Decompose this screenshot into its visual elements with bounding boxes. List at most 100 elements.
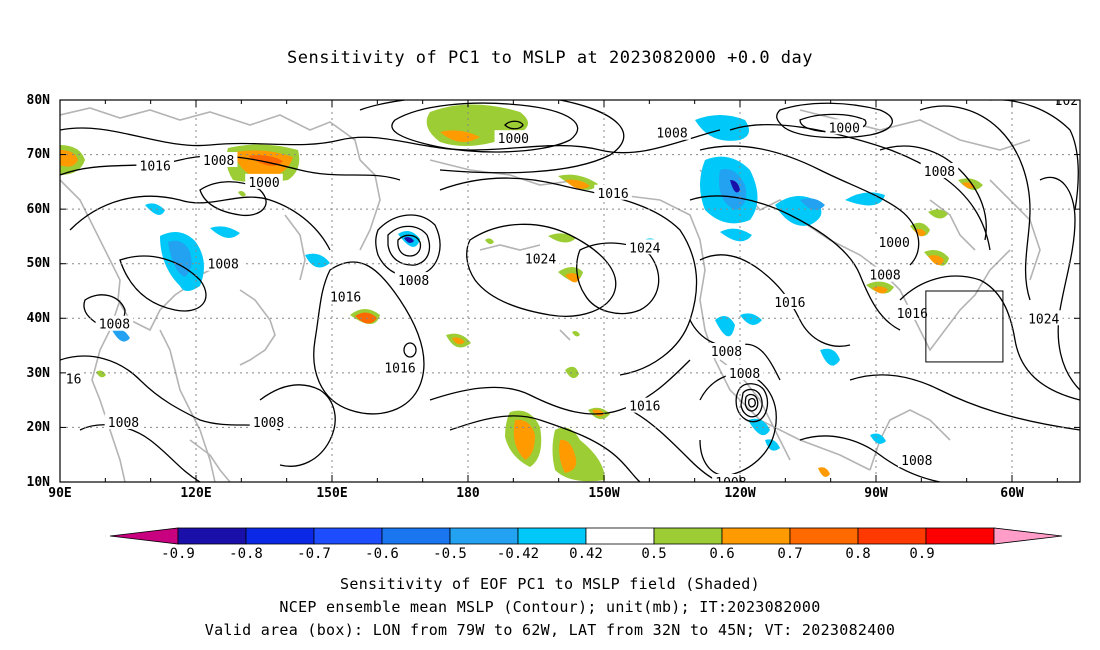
shade-blob	[572, 331, 580, 337]
colorbar-segment	[381, 527, 451, 545]
contour-label-bg	[394, 272, 433, 288]
shade-blob	[305, 253, 330, 268]
shade-blob	[928, 255, 944, 266]
contour-label: 1016	[629, 400, 660, 415]
shade-blob	[485, 238, 494, 245]
shade-blob	[235, 150, 293, 179]
contour-label: 1016	[384, 361, 415, 376]
contour-label: 1008	[869, 269, 900, 284]
shade-blob	[559, 439, 577, 473]
contour-label-bg	[199, 152, 238, 168]
contour-label-bg	[712, 474, 750, 482]
shade-blob	[715, 316, 735, 337]
shade-blob	[565, 179, 590, 189]
lon-label-90e: 90E	[48, 486, 72, 501]
lon-label-60w: 60W	[1000, 486, 1024, 501]
contour-label-bg	[594, 184, 632, 200]
contour-label-bg	[95, 315, 134, 331]
shade-blob	[765, 439, 780, 451]
colorbar-arrow-right	[993, 527, 1063, 545]
contour-label: 1024	[629, 241, 660, 256]
footer-line-1: Sensitivity of EOF PC1 to MSLP field (Sh…	[340, 575, 760, 593]
mslp-contours	[60, 100, 1080, 482]
shade-blob	[720, 228, 752, 242]
shade-blob	[96, 370, 106, 378]
contour-label: 16	[66, 372, 82, 387]
contour-label: 1008	[729, 367, 760, 382]
contour-label-bg	[204, 255, 242, 271]
contour-label: 1008	[108, 416, 139, 431]
lat-label-50n: 50N	[26, 256, 50, 271]
shade-blob	[719, 169, 747, 210]
contour-label: 1008	[901, 454, 932, 469]
lon-label-120e: 120E	[180, 486, 212, 501]
contour-label: 102	[1055, 94, 1078, 109]
contour-label: 1016	[140, 159, 171, 174]
shade-blob	[440, 130, 480, 142]
shade-blob	[800, 198, 825, 210]
colorbar-label: 0.6	[709, 546, 735, 562]
contour-label-bg	[63, 370, 84, 386]
contour-label-bg	[249, 413, 288, 429]
contour-label-bg	[771, 293, 809, 309]
shade-blob	[404, 237, 414, 243]
contour-label-bg	[245, 173, 283, 189]
shade-blob	[740, 313, 762, 325]
colorbar-segment	[517, 527, 587, 545]
shade-blob	[818, 467, 830, 477]
shade-blob	[145, 203, 165, 215]
contour-label: 1008	[924, 165, 955, 180]
shade-blob	[820, 348, 840, 366]
colorbar-label: -0.8	[229, 546, 263, 562]
contour-label: 1000	[829, 121, 860, 136]
contour-label-bg	[875, 233, 913, 249]
colorbar-arrow-left	[109, 527, 179, 545]
contour-label-bg	[825, 119, 864, 135]
contour-label-bg	[494, 130, 533, 146]
contour-label: 1008	[208, 258, 239, 273]
shaded-sensitivity	[60, 104, 983, 482]
contour-label: 1008	[253, 416, 284, 431]
contour-label-bg	[626, 397, 664, 413]
shade-blob	[870, 433, 886, 444]
contour-label: 1000	[878, 236, 909, 251]
lat-label-40n: 40N	[26, 311, 50, 326]
contour-label: 1024	[525, 252, 556, 267]
colorbar-label: -0.7	[297, 546, 331, 562]
shade-blob	[238, 191, 246, 197]
shade-blob	[452, 337, 465, 345]
plot-frame	[59, 99, 1081, 483]
contour-label-bg	[136, 157, 174, 173]
contour-label-bg	[725, 364, 764, 380]
shade-blob	[548, 233, 576, 243]
colorbar-segment	[245, 527, 315, 545]
contour-label-bg	[1051, 100, 1080, 107]
lat-label-20n: 20N	[26, 420, 50, 435]
contour-label-bg	[898, 452, 936, 468]
axis-ticks	[59, 99, 1080, 483]
contour-label: 1008	[656, 127, 687, 142]
lon-label-150w: 150W	[588, 486, 620, 501]
contour-labels: 1016 1008 1000 1008 1008 16 1008 1008 1016 1008 10…	[63, 94, 1080, 491]
contour-label: 1008	[715, 476, 746, 491]
shade-blob	[112, 328, 130, 342]
shade-blob	[914, 229, 926, 237]
contour-label-bg	[326, 288, 365, 304]
colorbar-segment	[449, 527, 519, 545]
contour-label-bg	[866, 266, 904, 282]
colorbar-segment	[925, 527, 995, 545]
lat-label-10n: 10N	[26, 475, 50, 490]
contour-label: 1008	[203, 154, 234, 169]
shade-blob	[748, 418, 770, 436]
valid-area-box	[925, 290, 1004, 363]
contour-label-bg	[381, 359, 419, 375]
shade-blob	[592, 409, 605, 417]
shade-blob	[513, 419, 535, 460]
contour-label: 1008	[711, 345, 742, 360]
contour-label-bg	[1024, 310, 1063, 326]
shade-blob	[210, 226, 240, 238]
colorbar-label: -0.42	[496, 546, 540, 562]
shade-blob	[928, 209, 948, 219]
lon-label-90w: 90W	[864, 486, 888, 501]
